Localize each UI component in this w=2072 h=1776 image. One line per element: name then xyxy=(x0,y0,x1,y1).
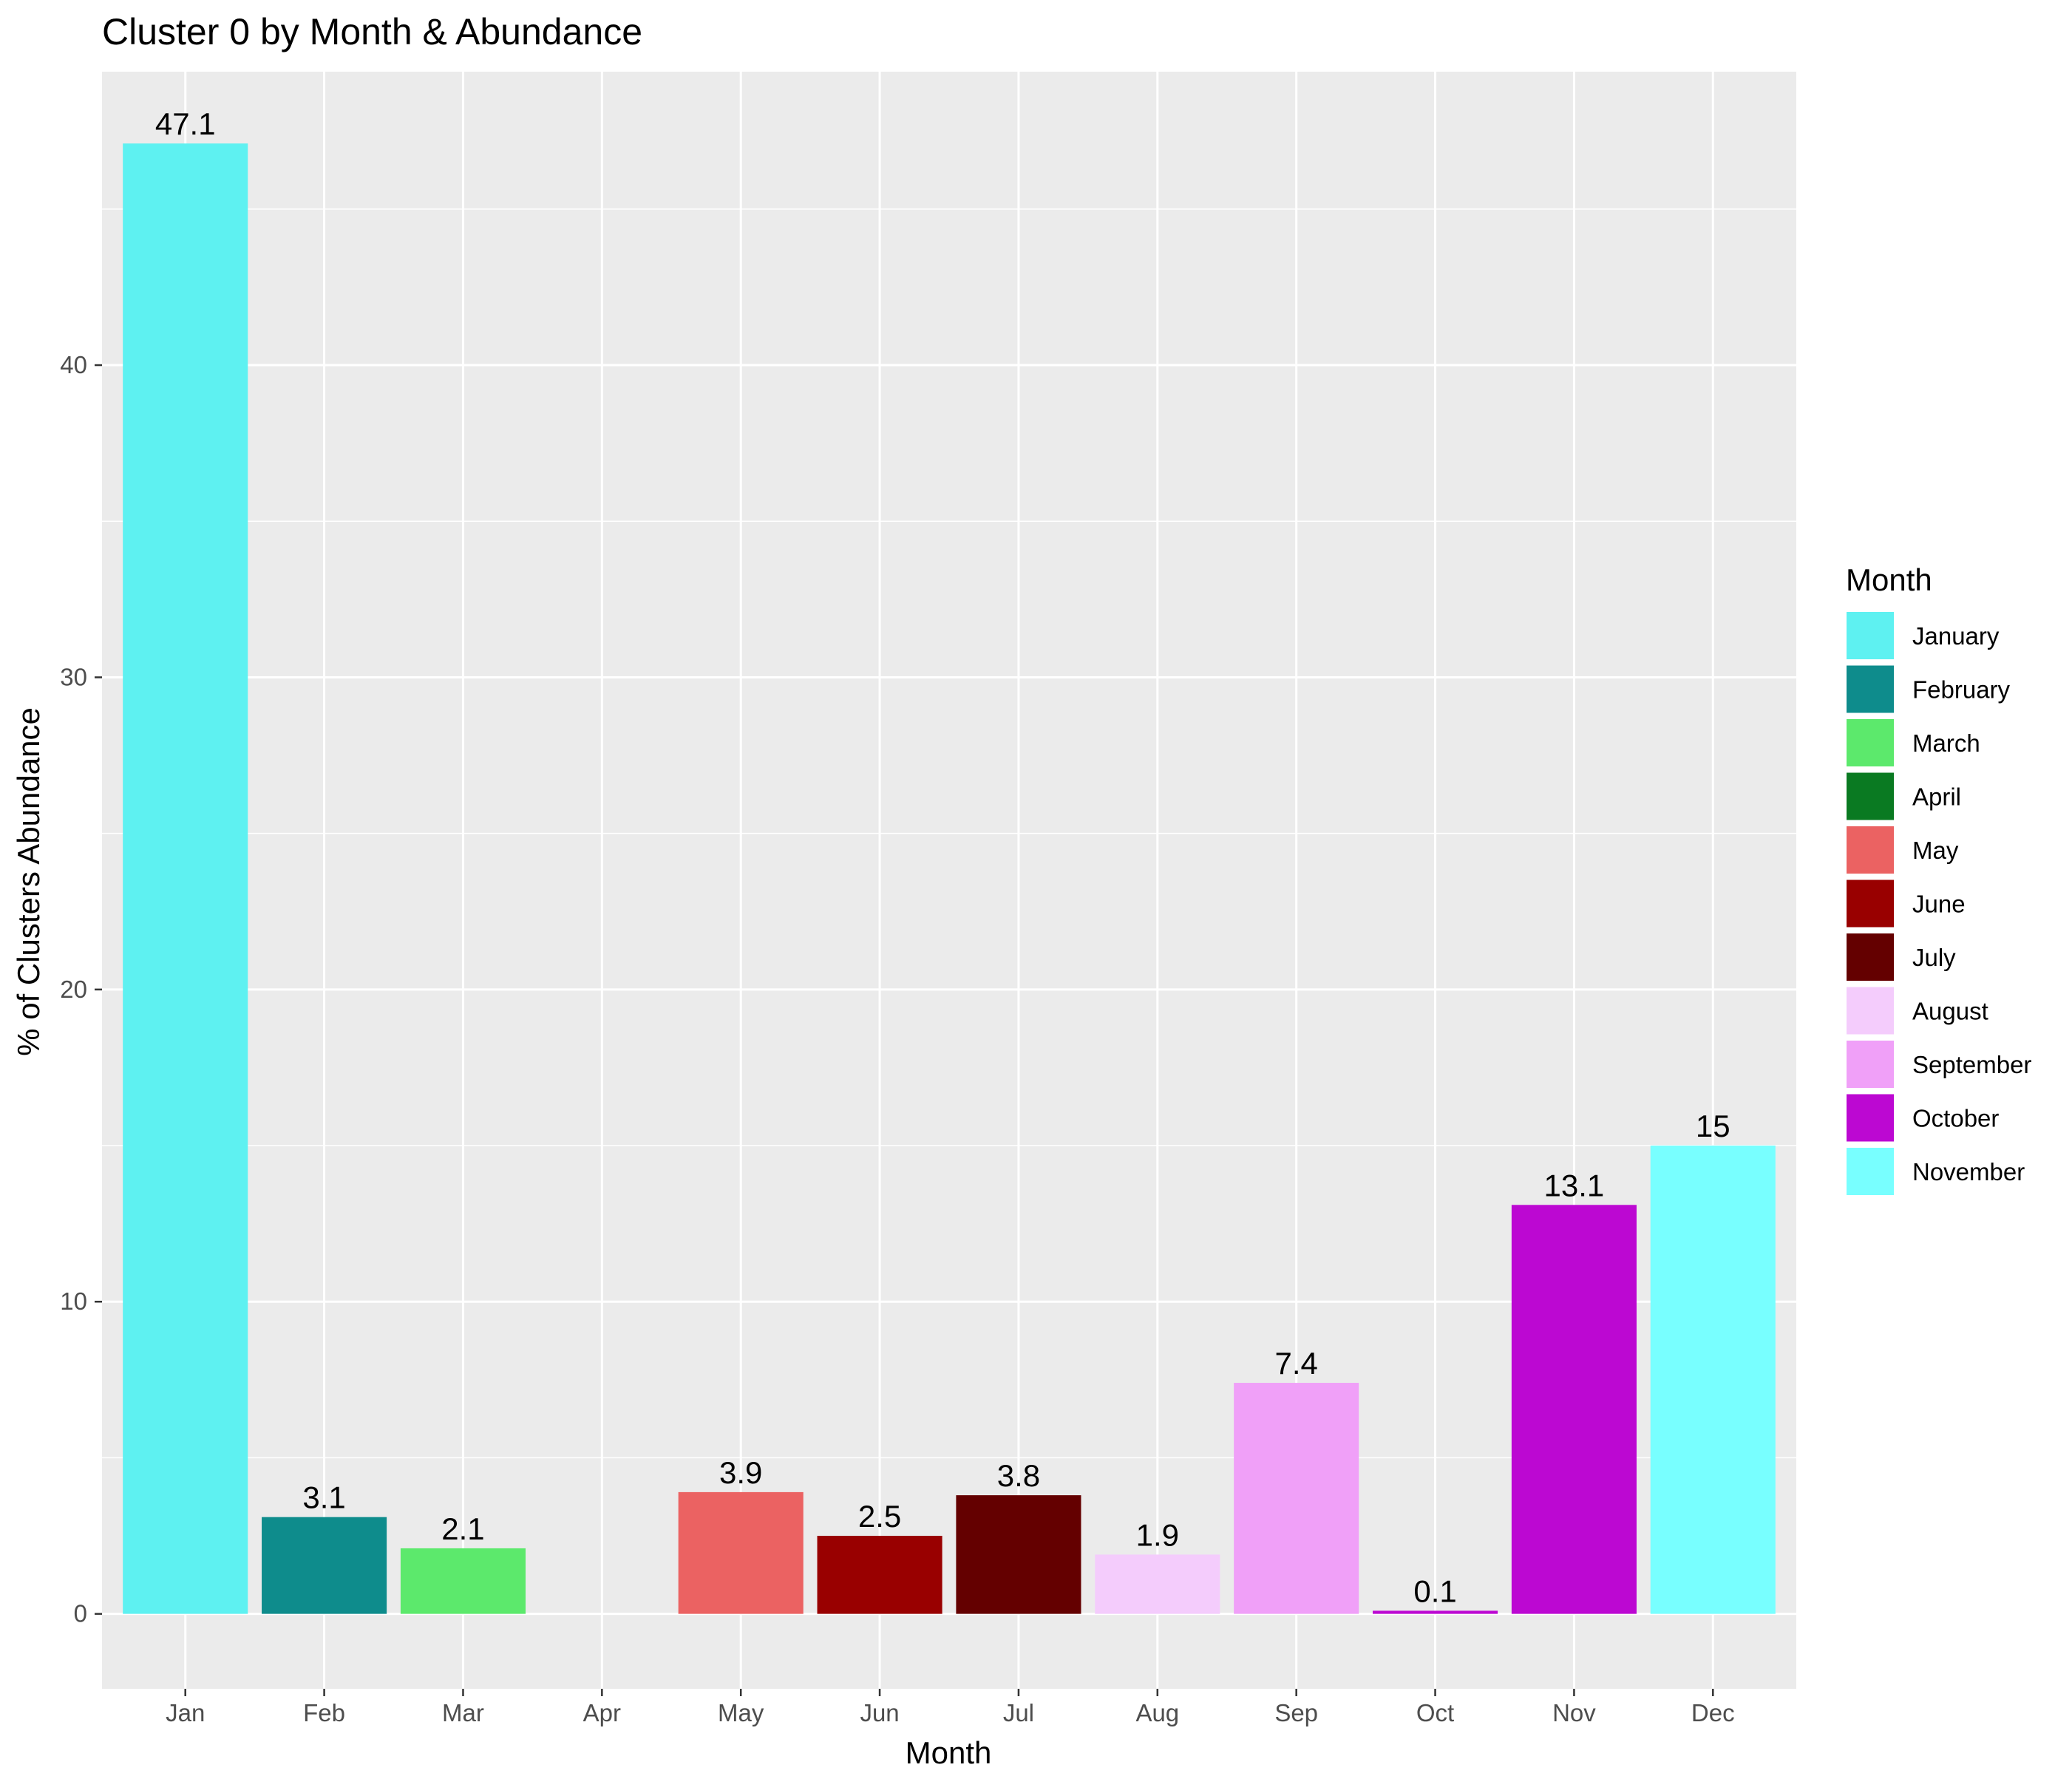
legend-key-march xyxy=(1845,718,1895,768)
legend-label-june: June xyxy=(1912,891,1966,918)
y-axis-title: % of Clusters Abundance xyxy=(11,707,46,1056)
x-tick-label-feb: Feb xyxy=(303,1699,345,1726)
x-tick-label-oct: Oct xyxy=(1416,1699,1454,1726)
bar-sep xyxy=(1234,1383,1359,1614)
legend-label-october: October xyxy=(1912,1105,1999,1132)
legend-label-may: May xyxy=(1912,837,1959,864)
legend-key-november xyxy=(1845,1146,1895,1197)
data-label-jul: 3.8 xyxy=(997,1458,1040,1493)
bar-mar xyxy=(400,1548,526,1614)
legend-title: Month xyxy=(1846,562,1932,597)
bar-dec xyxy=(1650,1146,1776,1614)
legend-label-july: July xyxy=(1912,944,1956,971)
legend-label-april: April xyxy=(1912,783,1961,811)
x-tick-label-apr: Apr xyxy=(583,1699,621,1726)
data-label-feb: 3.1 xyxy=(302,1480,345,1515)
legend-key-october xyxy=(1845,1092,1895,1143)
data-label-aug: 1.9 xyxy=(1136,1517,1179,1552)
legend-items: January February March April May June July Augu… xyxy=(1845,610,2031,1197)
legend-label-february: February xyxy=(1912,676,2011,704)
legend-key-april xyxy=(1845,771,1895,822)
legend-key-july xyxy=(1845,932,1895,982)
legend-key-january xyxy=(1845,610,1895,661)
legend-label-september: September xyxy=(1912,1051,2031,1078)
data-labels: 47.1 3.1 2.1 3.9 2.5 3.8 1.9 7.4 0.1 13.1 15 xyxy=(155,106,1730,1608)
bar-aug xyxy=(1095,1554,1220,1614)
bar-feb xyxy=(262,1517,387,1614)
x-tick-label-dec: Dec xyxy=(1691,1699,1735,1726)
bar-jul xyxy=(956,1495,1081,1614)
data-label-oct: 0.1 xyxy=(1413,1573,1456,1608)
data-label-sep: 7.4 xyxy=(1274,1346,1317,1381)
y-tick-label: 40 xyxy=(60,351,87,378)
legend-key-june xyxy=(1845,878,1895,929)
data-label-nov: 13.1 xyxy=(1544,1168,1605,1202)
bar-nov xyxy=(1511,1205,1637,1614)
y-tick-label: 20 xyxy=(60,976,87,1003)
minor-gridlines xyxy=(102,208,1796,1459)
x-tick-label-may: May xyxy=(718,1699,764,1726)
x-tick-label-nov: Nov xyxy=(1552,1699,1596,1726)
legend-key-may xyxy=(1845,825,1895,875)
chart-title: Cluster 0 by Month & Abundance xyxy=(102,11,642,52)
data-label-dec: 15 xyxy=(1696,1109,1730,1143)
legend-key-february xyxy=(1845,664,1895,715)
bar-may xyxy=(678,1491,804,1614)
data-label-may: 3.9 xyxy=(719,1455,762,1490)
bars xyxy=(123,143,1776,1614)
x-axis-title: Month xyxy=(906,1735,992,1770)
y-axis-ticks: 0 10 20 30 40 xyxy=(60,351,102,1627)
x-tick-label-jun: Jun xyxy=(860,1699,899,1726)
legend-label-january: January xyxy=(1912,622,2000,650)
bar-oct xyxy=(1373,1610,1498,1614)
data-label-jan: 47.1 xyxy=(155,106,216,141)
y-tick-label: 10 xyxy=(60,1287,87,1315)
legend: Month January February March April May June Ju… xyxy=(1845,562,2031,1197)
x-axis-ticks: Jan Feb Mar Apr May Jun Jul Aug Sep Oct Nov Dec xyxy=(166,1689,1735,1726)
data-label-jun: 2.5 xyxy=(858,1499,901,1534)
legend-key-september xyxy=(1845,1039,1895,1089)
legend-label-november: November xyxy=(1912,1158,2025,1185)
bar-jun xyxy=(817,1536,942,1614)
x-tick-label-aug: Aug xyxy=(1135,1699,1179,1726)
legend-label-march: March xyxy=(1912,729,1980,757)
x-tick-label-mar: Mar xyxy=(442,1699,484,1726)
data-label-mar: 2.1 xyxy=(441,1511,484,1546)
legend-key-august xyxy=(1845,985,1895,1036)
legend-label-august: August xyxy=(1912,998,1988,1025)
x-tick-label-jan: Jan xyxy=(166,1699,205,1726)
x-tick-label-jul: Jul xyxy=(1003,1699,1034,1726)
y-tick-label: 0 xyxy=(74,1600,87,1627)
bar-jan xyxy=(123,143,248,1614)
x-tick-label-sep: Sep xyxy=(1274,1699,1318,1726)
y-tick-label: 30 xyxy=(60,663,87,690)
